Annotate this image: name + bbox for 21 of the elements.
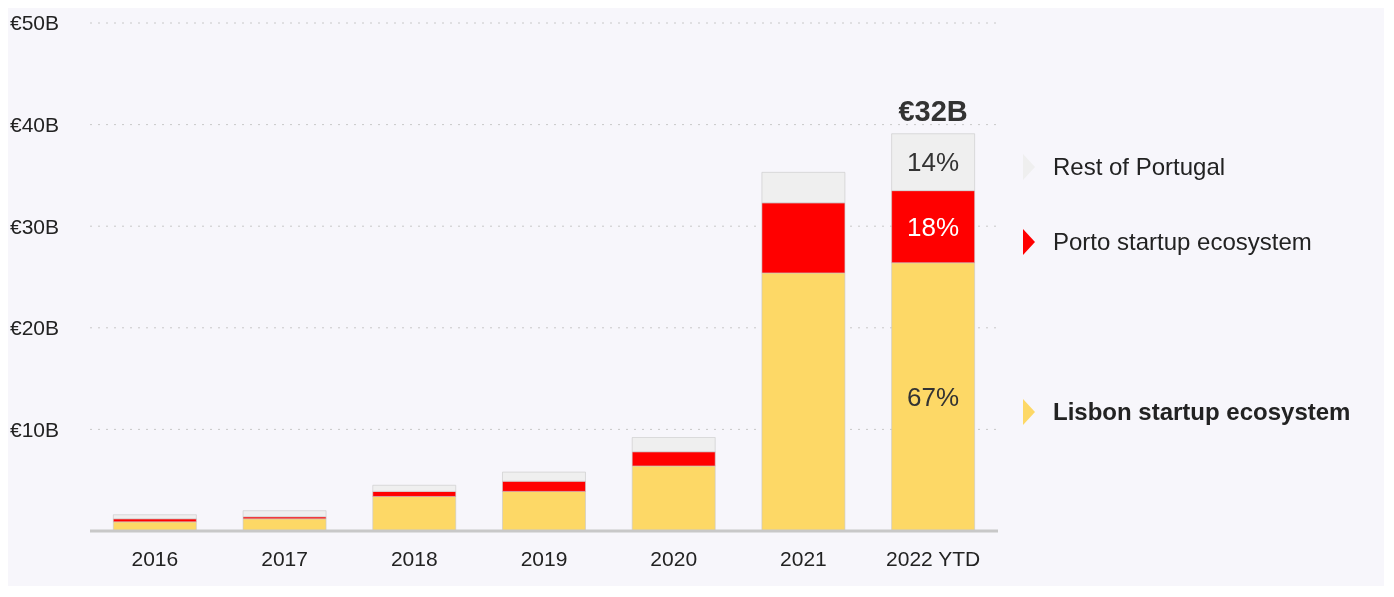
y-tick-label: €50B [10, 11, 60, 35]
x-tick-label: 2022 YTD [886, 546, 981, 570]
y-tick-label: €20B [10, 316, 60, 340]
x-tick-label: 2020 [650, 546, 698, 570]
legend-label: Porto startup ecosystem [1053, 228, 1312, 256]
annotation: €32B [898, 94, 968, 127]
annotation: 14% [907, 147, 960, 178]
y-tick-label: €40B [10, 113, 60, 137]
text: Rest of Portugal [1053, 153, 1226, 181]
bar [113, 514, 197, 520]
bar [242, 510, 327, 518]
x-tick-label: 2018 [390, 546, 438, 570]
y-tick-label: €30B [10, 214, 60, 238]
annotation: 67% [907, 381, 960, 412]
x-tick-label: 2021 [780, 546, 827, 570]
y-tick-label: €10B [10, 417, 60, 441]
annotation: 18% [907, 211, 960, 242]
x-tick-label: 2017 [261, 546, 308, 570]
legend-label: Lisbon startup ecosystem [1053, 398, 1351, 426]
x-tick-label: 2016 [131, 546, 179, 570]
x-tick-label: 2019 [520, 546, 568, 570]
